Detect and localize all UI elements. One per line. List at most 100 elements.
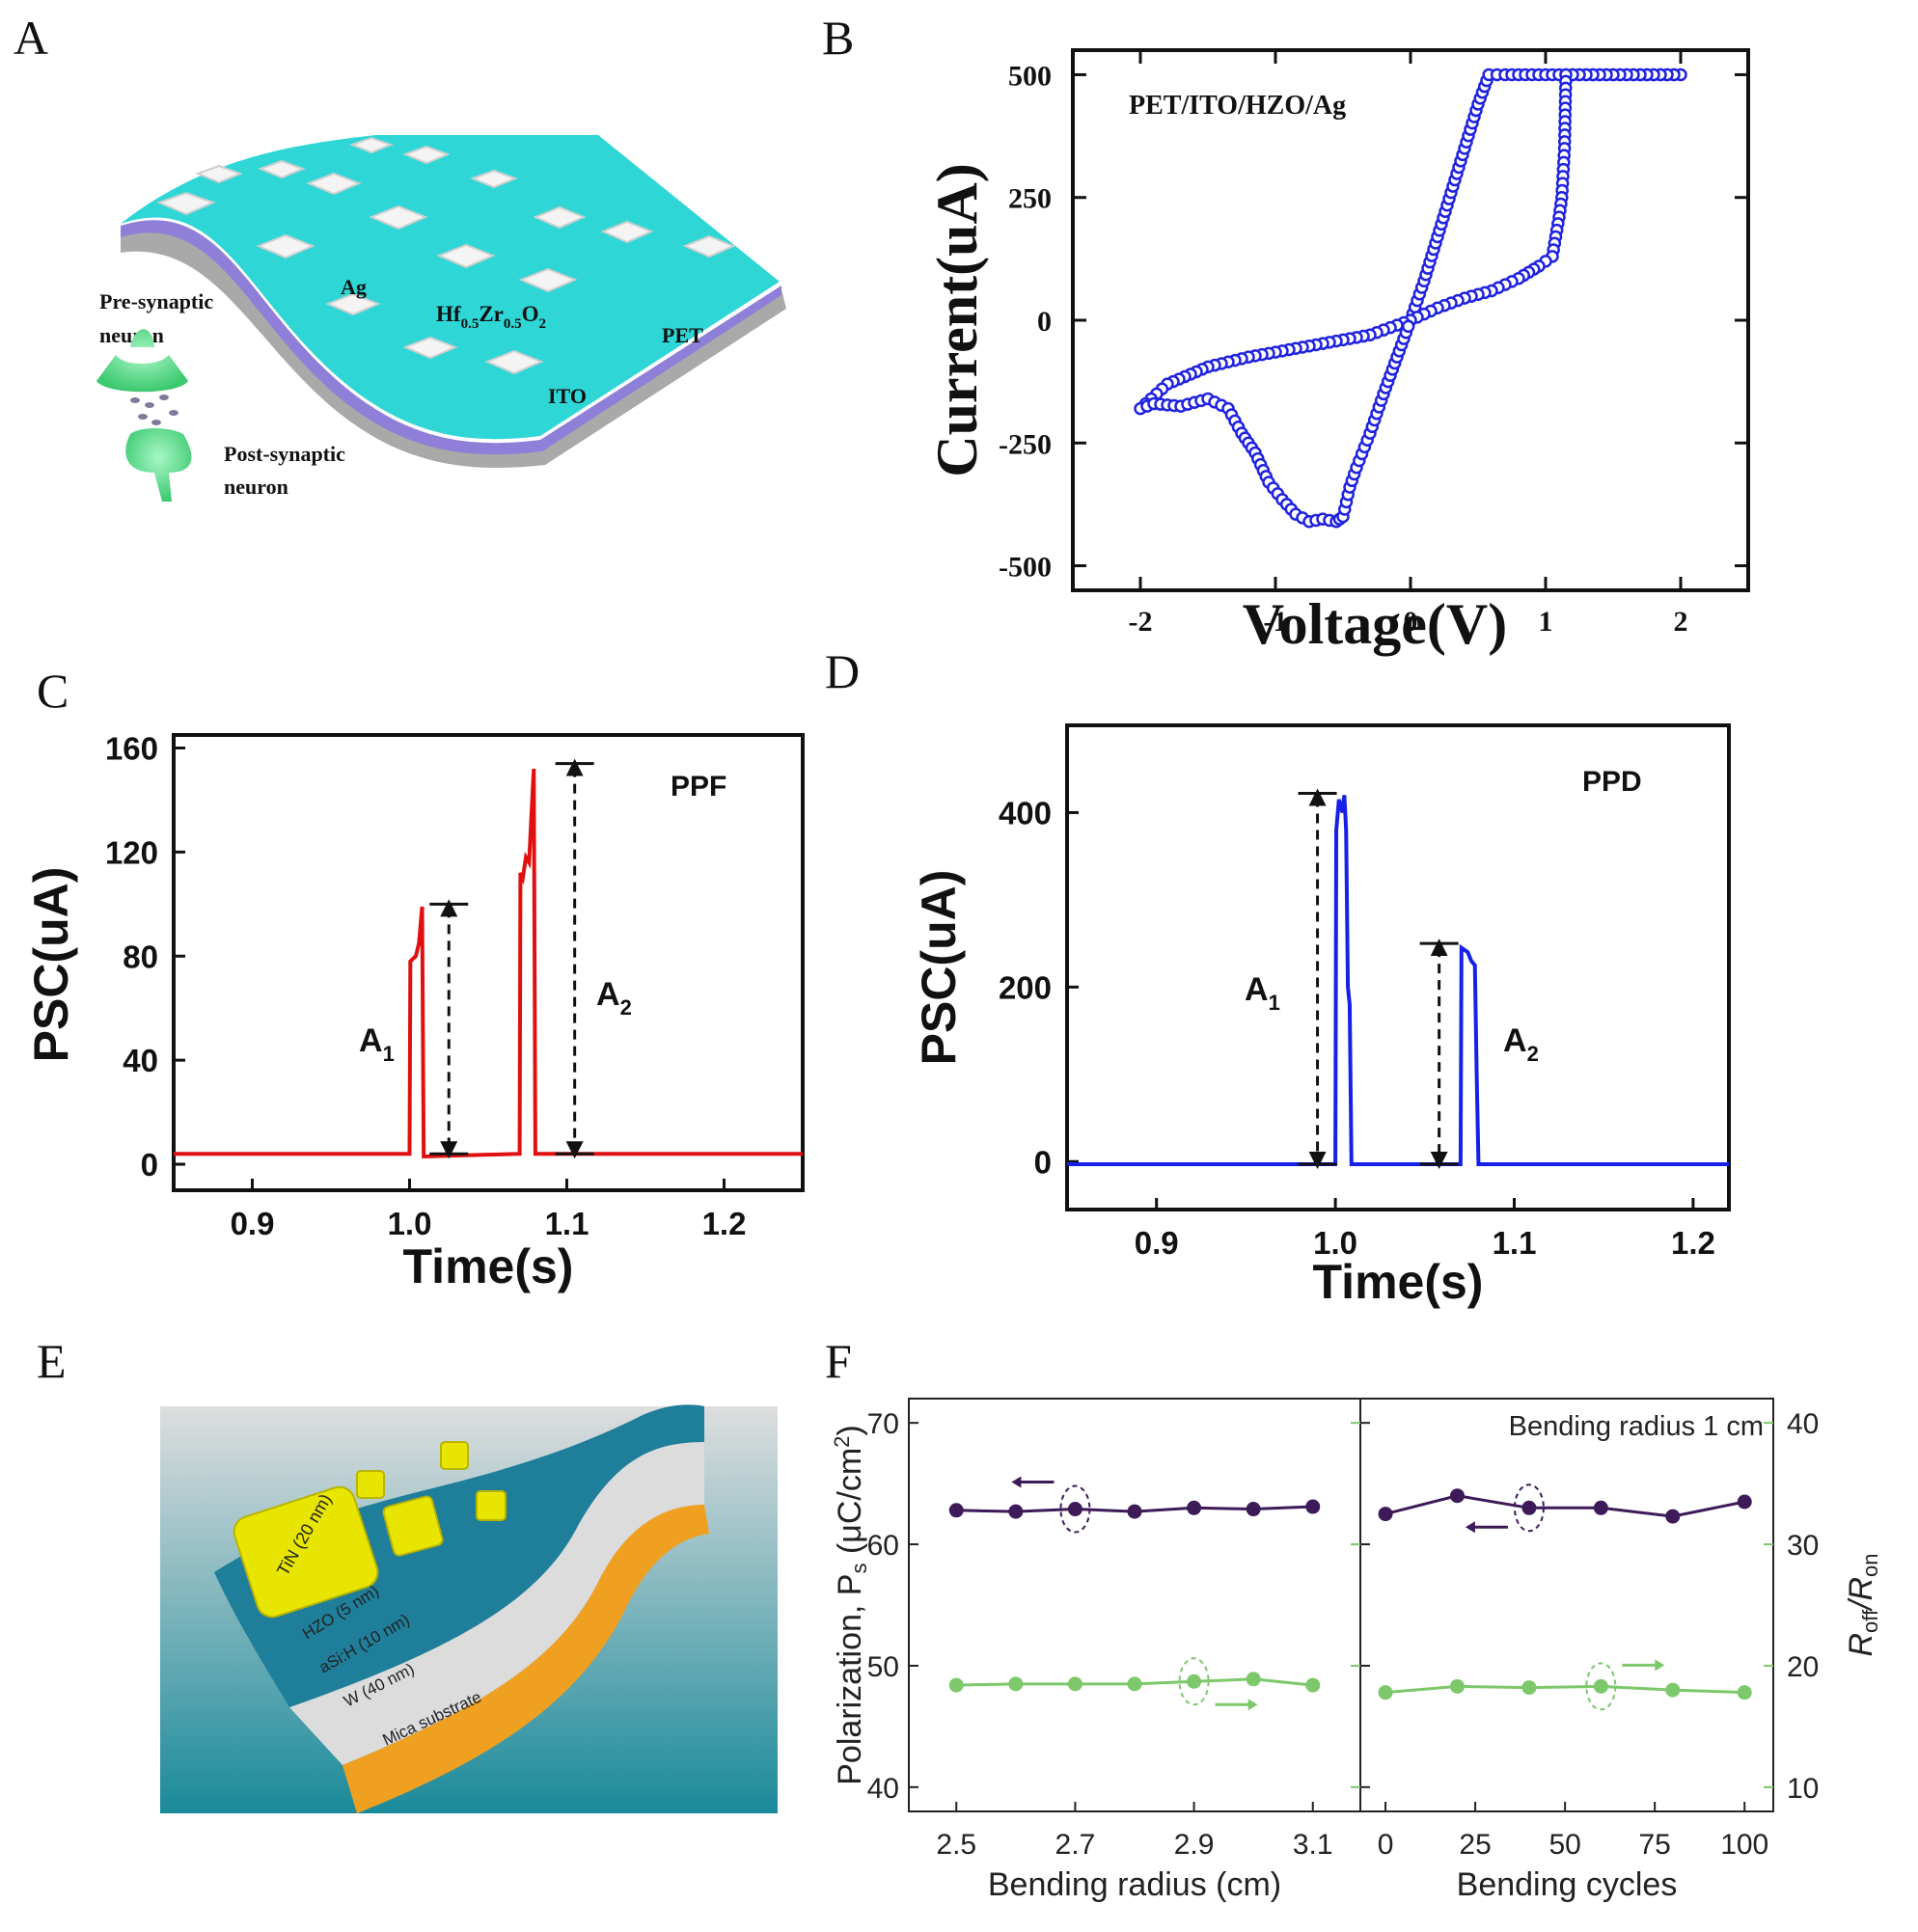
right-axis-arrowhead (1247, 1699, 1258, 1711)
panel-a: A Ag Hf0.5Zr0.5O2 (14, 11, 786, 502)
ratio-point (1449, 1678, 1465, 1694)
x-tick-label-b: 2 (1674, 606, 1688, 638)
polarization-point (1378, 1507, 1393, 1522)
y-tick-label: 400 (999, 795, 1052, 830)
ratio-point (1305, 1677, 1321, 1693)
amplitude-subscript: 1 (1269, 991, 1280, 1015)
x-tick-label-b: 0 (1404, 606, 1418, 638)
data-layer-f (948, 1476, 1752, 1711)
label-ag: Ag (341, 275, 367, 299)
panel-letter-a: A (14, 11, 48, 65)
plot-frame-d (1065, 723, 1731, 1211)
ratio-line (1384, 1684, 1745, 1695)
panel-f: F 40 50 60 70 10 20 30 40 2.5 2.7 2.9 3.1 0 25 50 75 100… (825, 1334, 1882, 1903)
electrode (682, 234, 736, 259)
x-tick-label-f: 2.7 (1055, 1829, 1096, 1861)
y-tick-label-right: 10 (1787, 1773, 1819, 1805)
ag-electrodes (156, 136, 736, 375)
electrode (156, 191, 216, 216)
x-tick-label: 0.9 (231, 1206, 275, 1241)
tick-group-d: 0.9 1.0 1.1 1.2 0 200 400 (999, 795, 1715, 1261)
psc-trace (174, 768, 803, 1158)
electrode (325, 292, 381, 316)
device-stack-e (214, 1404, 709, 1813)
polarization-point (1521, 1500, 1537, 1515)
annotation-b: PET/ITO/HZO/Ag (1129, 91, 1346, 121)
polarization-point (1246, 1502, 1261, 1517)
amplitude-letter: A (1245, 971, 1269, 1008)
label-post-synaptic-1: Post-synaptic (224, 442, 345, 466)
neurotransmitter (138, 414, 148, 420)
ratio-point (1246, 1672, 1261, 1687)
ratio-point (948, 1677, 964, 1693)
neurotransmitter (169, 410, 178, 416)
x-tick-label-f: 2.5 (936, 1829, 976, 1861)
tin-pads (233, 1441, 507, 1619)
neurotransmitter-dots (130, 395, 178, 425)
data-layer-c: A1 A2 (174, 758, 803, 1159)
y-tick-label-right: 30 (1787, 1530, 1819, 1562)
ratio-point (1737, 1685, 1752, 1701)
amplitude-label: A2 (596, 976, 632, 1020)
tin-pad (440, 1441, 469, 1470)
x-tick-label: 1.2 (702, 1206, 747, 1241)
amplitude-subscript: 2 (620, 995, 632, 1020)
electrode (256, 233, 315, 259)
electrode (518, 267, 578, 293)
polarization-point (1593, 1500, 1608, 1515)
label-ito: ITO (548, 384, 587, 408)
right-axis-arrowhead (1655, 1659, 1665, 1672)
x-tick-label-f: 2.9 (1174, 1829, 1215, 1861)
tick-group-f: 40 50 60 70 10 20 30 40 2.5 2.7 2.9 3.1 0 25 50 75 100 (867, 1408, 1820, 1861)
y-tick-label-left: 70 (867, 1408, 899, 1440)
panel-letter-d: D (825, 644, 860, 698)
ratio-point (1521, 1680, 1537, 1696)
annotation-d: PPD (1582, 766, 1642, 798)
x-tick-label-f: 3.1 (1293, 1829, 1333, 1861)
y-tick-label: 120 (105, 834, 158, 870)
x-axis-label-f-left: Bending radius (cm) (988, 1866, 1281, 1903)
x-tick-label-b: 1 (1539, 606, 1553, 638)
y-tick-label-right: 20 (1787, 1651, 1819, 1683)
post-synaptic-neuron (125, 428, 192, 502)
panel-e: E TiN (20 nm) HZO (5 nm) aSi:H (10 nm) W… (37, 1334, 778, 1813)
label-pre-synaptic-1: Pre-synaptic (99, 289, 213, 313)
psc-trace (1067, 795, 1729, 1166)
x-axis-label-c: Time(s) (403, 1239, 574, 1293)
polarization-point (1665, 1509, 1681, 1524)
mica-substrate-layer (342, 1505, 709, 1813)
x-axis-label-d: Time(s) (1313, 1255, 1484, 1309)
marker-circle-right (1585, 1662, 1617, 1711)
polarization-point (1127, 1504, 1142, 1519)
polarization-line (1384, 1494, 1745, 1518)
y-axis-label-c: PSC(uA) (24, 867, 78, 1063)
electrode (369, 204, 428, 231)
polarization-point (1737, 1494, 1752, 1510)
electrode (533, 205, 587, 230)
polarization-point (1449, 1488, 1465, 1504)
panel-letter-c: C (37, 664, 68, 718)
y-tick-label-b: 0 (1037, 306, 1052, 338)
tick-group-c: 0.9 1.0 1.1 1.2 0 40 80 120 160 (105, 730, 747, 1241)
tin-pad-large (233, 1485, 379, 1619)
label-post-synaptic-2: neuron (224, 475, 288, 499)
annotation-c: PPF (671, 771, 726, 803)
x-tick-label: 0.9 (1135, 1225, 1179, 1261)
y-axis-label-b: Current(uA) (925, 163, 989, 477)
hzo-layer-top (121, 135, 780, 440)
amplitude-label: A2 (1503, 1022, 1539, 1066)
electrode (402, 336, 458, 360)
electrode (402, 145, 451, 165)
tin-pad (382, 1495, 444, 1557)
device-stack-illustration (121, 135, 786, 469)
electrode (195, 164, 243, 184)
neurotransmitter (151, 420, 161, 425)
y-tick-label-b: 500 (1008, 60, 1052, 92)
pre-synaptic-neuron (96, 329, 188, 393)
y-tick-label-b: 250 (1008, 183, 1052, 215)
y-axis-label-f-left: Polarization, Ps (μC/cm2) (830, 1425, 871, 1785)
amplitude-label: A1 (359, 1022, 395, 1066)
marker-circle-left (1059, 1484, 1091, 1534)
